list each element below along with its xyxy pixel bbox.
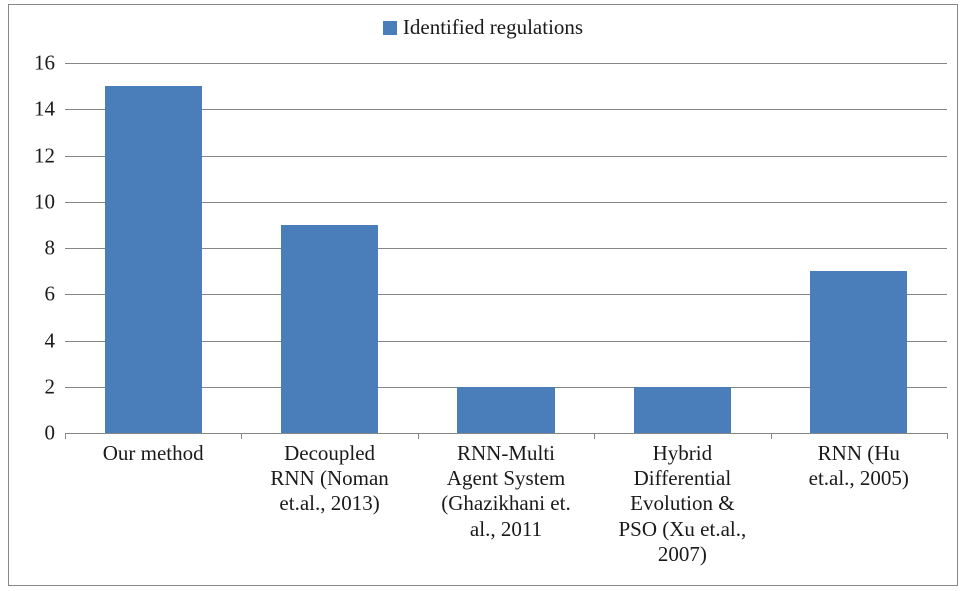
y-tick-label: 12 [34,143,55,168]
legend-label: Identified regulations [403,15,583,40]
x-label: RNN-Multi Agent System (Ghazikhani et. a… [418,441,594,542]
legend: Identified regulations [9,15,957,40]
y-tick-label: 8 [45,236,56,261]
y-tick-label: 10 [34,189,55,214]
gridline [65,433,947,434]
y-tick-label: 16 [34,51,55,76]
x-tick [594,433,595,439]
y-tick-label: 14 [34,97,55,122]
chart-frame: Identified regulations 0246810121416Our … [8,4,958,586]
y-tick-label: 2 [45,374,56,399]
bar [105,86,202,433]
x-tick [241,433,242,439]
x-label: RNN (Hu et.al., 2005) [771,441,947,491]
legend-swatch [383,21,397,35]
x-label: Hybrid Differential Evolution & PSO (Xu … [594,441,770,567]
gridline [65,63,947,64]
x-tick [947,433,948,439]
bar [457,387,554,433]
legend-item: Identified regulations [383,15,583,40]
bar [281,225,378,433]
x-label: Decoupled RNN (Noman et.al., 2013) [241,441,417,517]
x-tick [771,433,772,439]
y-tick-label: 4 [45,328,56,353]
x-tick [65,433,66,439]
x-tick [418,433,419,439]
bar [810,271,907,433]
y-tick-label: 0 [45,421,56,446]
bar [634,387,731,433]
x-label: Our method [65,441,241,466]
plot-area: 0246810121416Our methodDecoupled RNN (No… [65,63,947,433]
y-tick-label: 6 [45,282,56,307]
